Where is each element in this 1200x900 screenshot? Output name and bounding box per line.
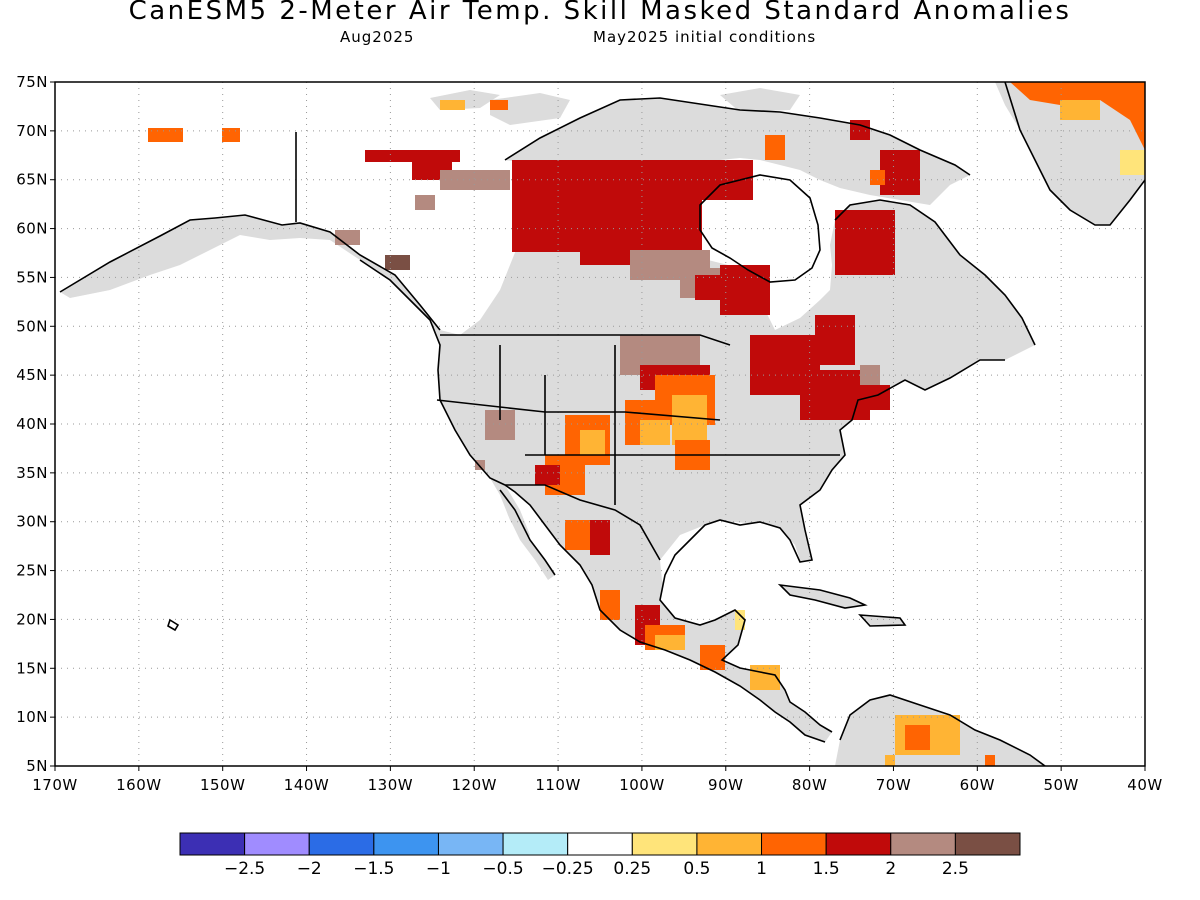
greenland	[995, 82, 1145, 225]
valid-month-label: Aug2025	[340, 28, 415, 46]
lon-tick-label: 140W	[284, 776, 329, 794]
lat-tick-label: 75N	[16, 73, 48, 91]
legend-label: −0.5	[482, 859, 523, 879]
lon-tick-label: 50W	[1043, 776, 1078, 794]
legend-swatch	[502, 832, 569, 856]
legend-label: 0.5	[683, 859, 710, 879]
lon-tick-label: 150W	[200, 776, 245, 794]
lat-tick-label: 25N	[16, 562, 48, 580]
legend-swatch	[954, 832, 1021, 856]
lon-tick-label: 130W	[368, 776, 413, 794]
lon-tick-label: 160W	[116, 776, 161, 794]
lat-tick-label: 50N	[16, 317, 48, 335]
lat-tick-label: 20N	[16, 610, 48, 628]
legend-swatch	[308, 832, 375, 856]
init-conditions-label: May2025 initial conditions	[593, 28, 817, 46]
legend-swatch	[567, 832, 633, 856]
map-title: CanESM5 2-Meter Air Temp. Skill Masked S…	[128, 0, 1072, 26]
lat-tick-label: 30N	[16, 513, 48, 531]
legend-label: −1.5	[353, 859, 394, 879]
lon-tick-label: 170W	[32, 776, 77, 794]
lat-tick-label: 65N	[16, 171, 48, 189]
lon-tick-label: 100W	[619, 776, 664, 794]
legend-swatch	[761, 832, 827, 856]
legend-label: −2.5	[224, 859, 265, 879]
legend-label: 0.25	[613, 859, 651, 879]
legend-label: 2	[885, 859, 896, 879]
lat-tick-label: 15N	[16, 659, 48, 677]
color-legend: −2.5 −2 −1.5 −1 −0.5 −0.25 0.25 0.5 1 1.5 2 2.5	[179, 832, 1021, 879]
lat-tick-label: 70N	[16, 122, 48, 140]
lat-tick-label: 35N	[16, 464, 48, 482]
legend-swatch	[179, 832, 246, 856]
legend-swatch	[631, 832, 698, 856]
lat-tick-label: 55N	[16, 268, 48, 286]
lat-tick-label: 5N	[26, 757, 48, 775]
lon-tick-label: 80W	[792, 776, 827, 794]
lat-tick-label: 40N	[16, 415, 48, 433]
lon-tick-label: 110W	[535, 776, 580, 794]
lat-tick-label: 45N	[16, 366, 48, 384]
lat-tick-label: 60N	[16, 220, 48, 238]
hudson-bay	[700, 175, 820, 282]
gulf-of-mexico	[660, 522, 800, 615]
land-layer	[60, 82, 1145, 766]
lon-tick-label: 90W	[708, 776, 743, 794]
legend-label: 1.5	[813, 859, 840, 879]
anomaly-patches	[148, 82, 1145, 766]
lon-tick-label: 60W	[960, 776, 995, 794]
lat-tick-label: 10N	[16, 708, 48, 726]
lon-tick-label: 40W	[1127, 776, 1162, 794]
lon-tick-label: 120W	[451, 776, 496, 794]
legend-label: 1	[756, 859, 767, 879]
legend-swatch	[373, 832, 439, 856]
legend-label: −0.25	[542, 859, 594, 879]
latitude-axis: 5N 10N 15N 20N 25N 30N 35N 40N 45N 50N 55N 60N 65N 70…	[16, 73, 55, 775]
legend-swatch	[696, 832, 763, 856]
legend-label: 2.5	[942, 859, 969, 879]
legend-swatch	[825, 832, 892, 856]
graticule	[55, 82, 1145, 766]
legend-swatch	[890, 832, 956, 856]
legend-swatch	[437, 832, 504, 856]
legend-swatch	[244, 832, 310, 856]
longitude-axis: 170W 160W 150W 140W 130W 120W 110W 100W 90W 80W 70…	[32, 766, 1162, 794]
lon-tick-label: 70W	[876, 776, 911, 794]
coastlines	[59, 82, 1145, 766]
legend-label: −1	[426, 859, 451, 879]
legend-label: −2	[297, 859, 322, 879]
